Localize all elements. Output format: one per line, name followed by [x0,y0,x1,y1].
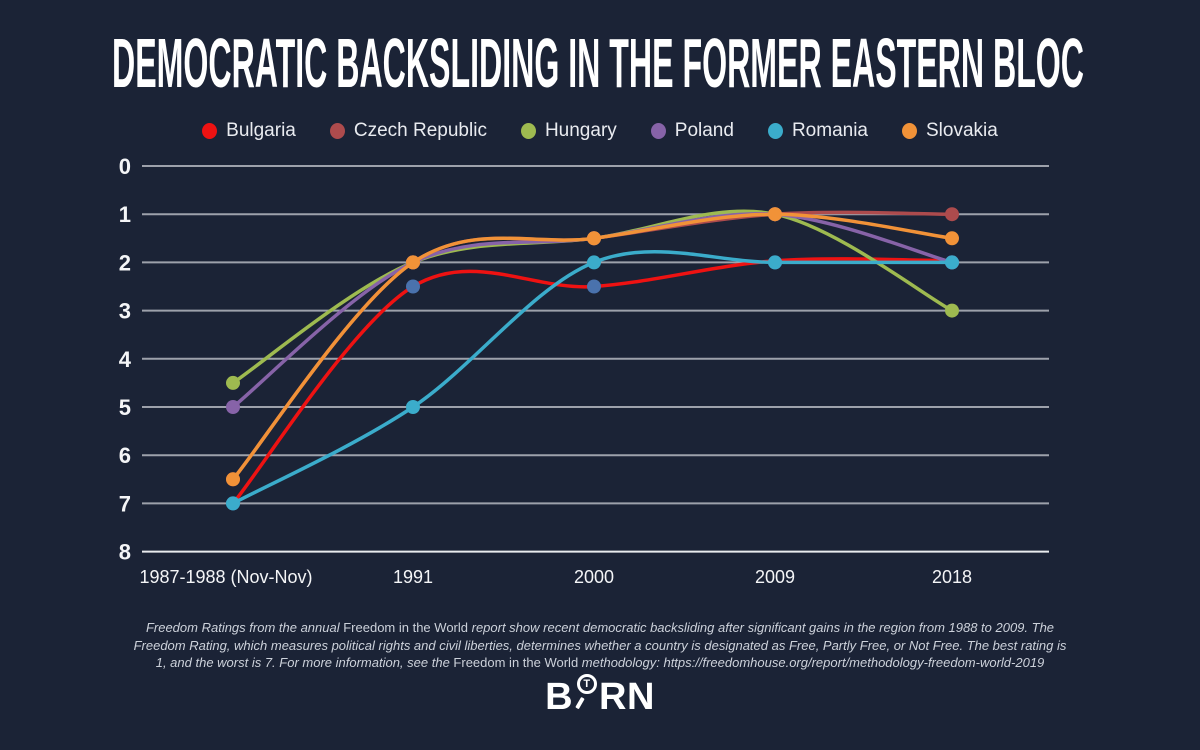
y-tick-label-3: 3 [119,299,131,324]
legend-item-poland: Poland [650,120,734,142]
x-tick-label-2018: 2018 [932,567,972,587]
series-dot-romania-1991 [406,400,420,414]
chart-legend: Bulgaria Czech Republic Hungary Poland Roman… [0,120,1200,142]
series-dot-slovakia-2000 [587,231,601,246]
series-dot-slovakia-1991 [406,255,420,270]
magnifier-letter: T [583,677,591,690]
magnifier-icon: T [573,674,599,712]
legend-label-poland: Poland [674,120,734,141]
x-tick-label-1987-1988-nov-nov-: 1987-1988 (Nov-Nov) [139,567,312,587]
legend-swatch-romania [767,123,783,139]
birn-logo: B T RN [0,674,1200,719]
y-tick-label-8: 8 [119,540,131,565]
magnifier-lens: T [577,674,598,694]
magnifier-handle [574,696,584,710]
title-svg: DEMOCRATIC BACKSLIDING IN THE FORMER EAS… [112,24,1084,102]
series-dot-hungary-2018 [945,303,959,318]
y-tick-label-2: 2 [119,250,131,275]
series-dot-slovakia-2018 [945,231,959,246]
y-tick-label-7: 7 [119,491,131,516]
legend-label-slovakia: Slovakia [926,120,998,141]
footnote: Freedom Ratings from the annual Freedom … [128,619,1073,672]
series-dot-romania-1987-1988-nov-nov- [226,496,240,511]
title-text: DEMOCRATIC BACKSLIDING IN THE FORMER EAS… [112,34,1084,96]
footnote-segment-4: methodology: https://freedomhouse.org/re… [578,655,1045,670]
logo-letter-b: B [545,676,574,718]
y-tick-label-5: 5 [119,395,131,420]
y-tick-label-0: 0 [119,154,131,179]
series-dot-romania-2018 [945,255,959,270]
legend-item-romania: Romania [767,120,868,142]
page-title: DEMOCRATIC BACKSLIDING IN THE FORMER EAS… [112,24,1092,102]
legend-label-romania: Romania [791,120,868,141]
legend-item-czech-republic: Czech Republic [329,120,487,142]
series-dot-poland-1987-1988-nov-nov- [226,400,240,414]
x-tick-label-1991: 1991 [393,567,433,587]
series-line-slovakia [231,212,954,482]
series-dot-hungary-1987-1988-nov-nov- [226,375,240,390]
legend-item-hungary: Hungary [520,120,617,142]
footnote-segment-0: Freedom Ratings from the annual [145,620,344,635]
series-dot-bulgaria-2000 [587,279,601,294]
footnote-segment-3: Freedom in the World [453,655,579,670]
series-line-czech-republic [231,210,954,482]
y-tick-label-1: 1 [119,202,131,227]
legend-swatch-bulgaria [202,123,218,139]
series-dot-czech-republic-2018 [945,207,959,222]
series-dot-slovakia-1987-1988-nov-nov- [226,472,240,487]
chart-canvas: 0 1 2 3 4 5 6 7 8 1987-1988 (Nov-Nov) 1991 2000 2009… [119,154,1049,587]
legend-item-bulgaria: Bulgaria [202,120,296,142]
series-dot-bulgaria-1991 [406,279,420,294]
series-dot-slovakia-2009 [768,207,782,222]
y-tick-label-6: 6 [119,443,131,468]
legend-swatch-poland [650,123,666,139]
legend-item-slovakia: Slovakia [902,120,998,142]
legend-label-czech-republic: Czech Republic [353,120,487,141]
footnote-segment-2: report show recent democratic backslidin… [133,620,1067,670]
legend-label-bulgaria: Bulgaria [226,120,296,141]
legend-swatch-slovakia [902,123,917,139]
footnote-segment-1: Freedom in the World [343,620,468,635]
x-tick-label-2009: 2009 [755,567,795,587]
series-dot-romania-2000 [587,255,601,270]
x-tick-label-2000: 2000 [574,567,614,587]
legend-label-hungary: Hungary [544,120,617,141]
logo-letters-rn: RN [599,676,655,718]
legend-swatch-hungary [520,123,536,139]
series-dot-romania-2009 [768,255,782,270]
legend-swatch-czech-republic [329,123,345,139]
series-line-bulgaria [231,257,954,506]
y-tick-label-4: 4 [119,347,132,372]
